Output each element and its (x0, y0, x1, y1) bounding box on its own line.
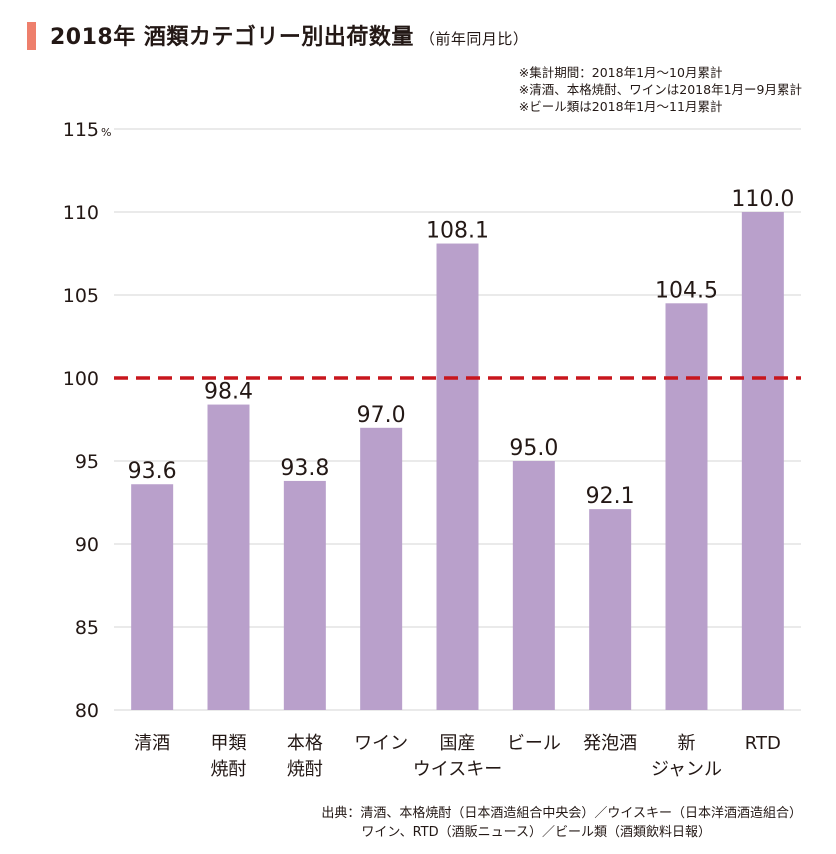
data-label: 93.8 (280, 456, 329, 481)
source-line-1: 出典：清酒、本格焼酎（日本酒造組合中央会）／ウイスキー（日本洋酒酒造組合） (321, 806, 802, 821)
category-label: 本格 (287, 733, 323, 754)
category-label: ジャンル (651, 759, 722, 780)
y-tick-label: 95 (75, 451, 99, 473)
source-line-2: ワイン、RTD（酒販ニュース）／ビール類（酒類飲料日報） (361, 825, 711, 840)
bar (512, 461, 555, 710)
note-2: ※清酒、本格焼酎、ワインは2018年1月ー9月累計 (518, 82, 802, 97)
category-label: 焼酎 (287, 759, 323, 780)
category-label: 発泡酒 (583, 733, 637, 754)
data-labels: 93.6 98.4 93.8 97.0 108.1 95.0 92.1 104.5 110.0 (128, 187, 795, 509)
chart-subtitle: （前年同月比） (419, 30, 529, 48)
bar (665, 303, 708, 710)
category-label: 甲類 (211, 733, 247, 754)
category-label: RTD (745, 733, 781, 754)
chart-title: 2018年 酒類カテゴリー別出荷数量 （前年同月比） (50, 19, 528, 51)
bar (741, 212, 784, 710)
category-label: 焼酎 (211, 759, 247, 780)
category-label: ワイン (354, 733, 408, 754)
note-1: ※集計期間：2018年1月〜10月累計 (518, 65, 723, 80)
bar (207, 404, 250, 710)
bars (131, 212, 784, 711)
y-tick-label: 80 (75, 700, 99, 722)
category-label: 清酒 (134, 733, 170, 754)
source-note: 出典：清酒、本格焼酎（日本酒造組合中央会）／ウイスキー（日本洋酒酒造組合） ワイ… (321, 804, 802, 842)
title-text: 2018年 酒類カテゴリー別出荷数量 (50, 25, 414, 50)
category-label: 新 (678, 733, 696, 754)
y-tick-label: 85 (75, 617, 99, 639)
data-label: 108.1 (426, 219, 489, 244)
y-tick-label: 110 (63, 202, 99, 224)
category-label: ウイスキー (413, 759, 502, 780)
y-tick-label: 100 (63, 368, 99, 390)
bar (436, 243, 479, 711)
note-3: ※ビール類は2018年1月〜11月累計 (518, 99, 723, 114)
y-tick-label: 105 (63, 285, 99, 307)
data-label: 97.0 (357, 403, 406, 428)
bar (589, 509, 632, 710)
data-label: 95.0 (509, 436, 558, 461)
data-label: 92.1 (586, 484, 635, 509)
bar (283, 480, 326, 710)
category-label: ビール (507, 733, 561, 754)
title-accent-bar (27, 22, 36, 50)
y-unit-label: % (101, 126, 111, 139)
category-label: 国産 (440, 733, 476, 754)
data-label: 98.4 (204, 380, 253, 405)
data-label: 93.6 (128, 459, 177, 484)
y-tick-label: 90 (75, 534, 99, 556)
y-tick-label: 115 (63, 119, 99, 141)
data-label: 110.0 (731, 187, 794, 212)
data-label: 104.5 (655, 278, 718, 303)
y-axis-ticks: 80 85 90 95 100 105 110 115% (63, 119, 112, 722)
bar (360, 427, 403, 710)
bar (131, 484, 174, 710)
notes: ※集計期間：2018年1月〜10月累計 ※清酒、本格焼酎、ワインは2018年1月… (519, 64, 802, 115)
